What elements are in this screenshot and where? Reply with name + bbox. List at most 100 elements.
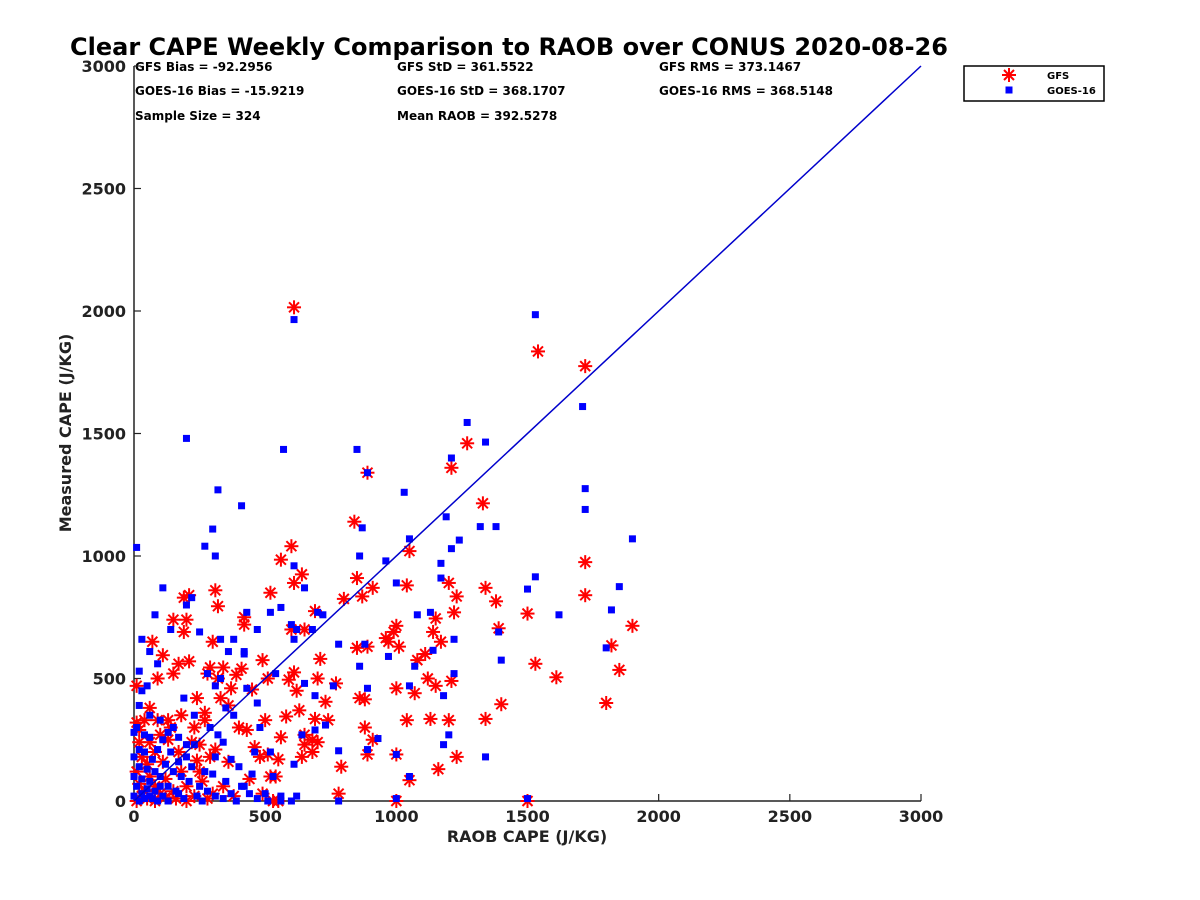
- goes-16-point: [301, 679, 309, 687]
- gfs-point: [260, 671, 275, 686]
- goes-16-point: [180, 694, 188, 702]
- goes-16-point: [138, 775, 146, 783]
- goes-16-point: [374, 735, 382, 743]
- goes-16-point: [264, 797, 272, 805]
- goes-16-point: [447, 454, 455, 462]
- goes-16-point: [238, 782, 246, 790]
- gfs-point: [208, 742, 223, 757]
- gfs-point: [357, 720, 372, 735]
- goes-16-point: [135, 763, 143, 771]
- goes-16-point: [198, 797, 206, 805]
- goes-16-point: [482, 438, 490, 446]
- goes-16-point: [151, 768, 159, 776]
- x-axis-label: RAOB CAPE (J/KG): [447, 827, 607, 846]
- goes-16-point: [256, 724, 264, 731]
- gfs-point: [449, 589, 464, 604]
- legend-goes-label: GOES-16: [1047, 86, 1096, 97]
- goes-16-point: [363, 469, 371, 477]
- goes-16-point: [442, 513, 450, 521]
- goes-16-point: [188, 594, 196, 602]
- goes-16-point: [290, 562, 298, 570]
- gfs-point: [399, 578, 414, 593]
- goes-16-point: [277, 603, 285, 611]
- one-to-one-line: [133, 65, 922, 802]
- goes-16-point: [182, 753, 190, 761]
- goes-16-point: [135, 701, 143, 709]
- goes-16-point: [437, 559, 445, 567]
- y-tick-label: 500: [93, 670, 126, 689]
- goes-16-point: [146, 733, 154, 741]
- goes-16-point: [277, 797, 285, 805]
- goes-16-point: [482, 753, 490, 761]
- goes-16-point: [384, 652, 392, 660]
- gfs-point: [447, 605, 462, 620]
- goes-16-point: [222, 704, 230, 712]
- gfs-point: [489, 594, 504, 609]
- goes-16-point: [196, 628, 204, 636]
- y-tick-label: 2500: [81, 180, 126, 199]
- goes-16-point: [130, 753, 138, 761]
- goes-16-point: [447, 545, 455, 553]
- goes-16-point: [164, 728, 172, 736]
- goes-16-point: [159, 736, 167, 744]
- gfs-point: [441, 713, 456, 728]
- x-tick-label: 1500: [505, 807, 550, 826]
- gfs-point: [155, 648, 170, 663]
- gfs-point: [239, 722, 254, 737]
- gfs-point: [407, 686, 422, 701]
- goes-16-point: [363, 746, 371, 754]
- goes-16-point: [219, 795, 227, 803]
- stat-goes-bias: GOES-16 Bias = -15.9219: [135, 84, 304, 98]
- goes-16-point: [358, 524, 366, 532]
- goes-16-point: [314, 608, 322, 616]
- goes-16-point: [301, 584, 309, 592]
- gfs-point: [402, 544, 417, 559]
- stat-goes-rms: GOES-16 RMS = 368.5148: [659, 84, 833, 98]
- goes-16-point: [272, 670, 280, 678]
- gfs-point: [287, 300, 302, 315]
- goes-16-point: [161, 760, 169, 768]
- goes-16-point: [146, 648, 154, 656]
- gfs-point: [197, 705, 212, 720]
- goes-16-point: [206, 724, 214, 731]
- stats-panel: GFS Bias = -92.2956 GFS StD = 361.5522 G…: [135, 60, 833, 123]
- goes-16-point: [400, 488, 408, 496]
- goes-16-point: [224, 648, 232, 656]
- goes-16-point: [531, 573, 539, 581]
- goes-16-point: [277, 792, 285, 800]
- gfs-point: [549, 670, 564, 685]
- y-tick-label: 2000: [81, 302, 126, 321]
- goes-16-point: [266, 608, 274, 616]
- gfs-point: [578, 555, 593, 570]
- goes-16-point: [329, 682, 337, 690]
- goes-16-point: [253, 795, 261, 803]
- gfs-point: [386, 624, 401, 639]
- gfs-point: [378, 631, 393, 646]
- goes-16-point: [203, 787, 211, 795]
- goes-16-point: [133, 543, 141, 551]
- goes-16-point: [440, 692, 448, 700]
- goes-16-point: [243, 608, 251, 616]
- goes-16-point: [497, 656, 505, 664]
- goes-16-point: [222, 777, 230, 785]
- goes-16-point: [269, 773, 277, 780]
- goes-16-point: [455, 536, 463, 544]
- goes-16-point: [266, 748, 274, 756]
- goes-16-point: [143, 765, 151, 773]
- stat-mean-raob: Mean RAOB = 392.5278: [397, 109, 557, 123]
- gfs-point: [166, 666, 181, 681]
- goes-16-point: [135, 797, 143, 805]
- gfs-point: [150, 671, 165, 686]
- goes-16-point: [159, 792, 167, 800]
- goes-16-point: [211, 753, 219, 761]
- chart-title: Clear CAPE Weekly Comparison to RAOB ove…: [70, 33, 948, 61]
- goes-16-point: [193, 792, 201, 800]
- goes-16-point: [182, 601, 190, 609]
- gfs-point: [310, 671, 325, 686]
- gfs-point: [176, 624, 191, 639]
- gfs-point: [210, 599, 225, 614]
- gfs-point: [449, 749, 464, 764]
- gfs-point: [308, 711, 323, 726]
- goes-16-point: [405, 773, 413, 780]
